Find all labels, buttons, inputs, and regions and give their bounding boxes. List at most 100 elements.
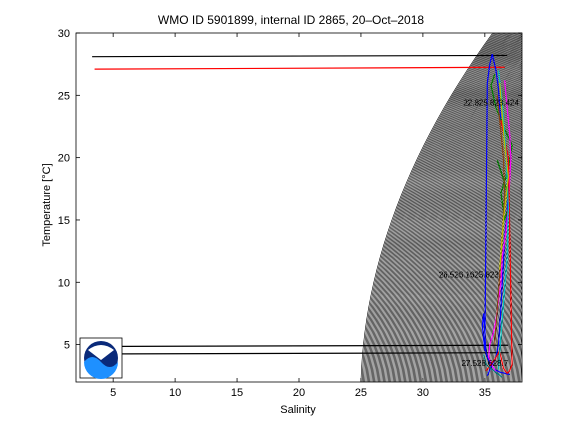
density-isoline <box>432 96 522 382</box>
density-isoline <box>508 277 522 382</box>
density-isoline <box>491 222 522 382</box>
density-isoline <box>434 101 522 382</box>
density-isoline <box>425 84 522 382</box>
density-isoline <box>361 33 495 382</box>
density-isoline <box>366 33 500 382</box>
y-tick-label: 5 <box>64 340 70 352</box>
density-isoline <box>410 61 522 382</box>
density-isoline <box>381 33 515 382</box>
density-isoline <box>438 107 522 382</box>
series-line <box>483 354 503 378</box>
series-line <box>92 344 509 348</box>
density-isoline <box>506 272 522 382</box>
series-line <box>499 82 509 270</box>
density-label: 26.526.1625.823. <box>439 270 501 279</box>
density-isoline <box>436 103 522 382</box>
density-isoline <box>458 144 522 382</box>
density-isoline <box>422 80 522 382</box>
density-isoline <box>464 156 522 382</box>
density-isoline <box>487 209 522 382</box>
series-line <box>497 70 509 370</box>
density-isoline <box>392 36 522 382</box>
density-isoline <box>453 134 522 382</box>
series-line <box>487 80 512 373</box>
density-isoline <box>400 47 522 382</box>
density-isoline <box>382 33 516 382</box>
density-isoline <box>456 139 522 382</box>
density-isoline <box>437 105 522 382</box>
density-isoline <box>374 33 507 382</box>
series-line <box>481 54 510 377</box>
noaa-logo: NOAA <box>79 337 123 379</box>
x-tick-label: 15 <box>231 387 243 399</box>
density-isoline <box>475 181 522 382</box>
density-isoline <box>514 307 522 382</box>
density-isoline <box>465 159 522 382</box>
density-isoline <box>483 199 522 382</box>
plot-area <box>76 33 522 382</box>
x-tick-label: 35 <box>479 387 491 399</box>
density-isoline <box>474 178 522 382</box>
density-isoline <box>441 111 522 382</box>
density-isoline <box>443 116 522 382</box>
density-isoline <box>470 170 522 382</box>
density-isoline <box>423 82 522 382</box>
density-isoline <box>386 33 520 382</box>
density-isoline <box>480 193 522 382</box>
density-isoline <box>375 33 508 382</box>
density-isoline <box>500 249 522 382</box>
logo-wave <box>84 357 118 379</box>
density-isoline <box>377 33 511 382</box>
profile-lines <box>92 54 513 378</box>
y-tick-label: 10 <box>58 277 70 289</box>
y-tick-label: 30 <box>58 28 70 40</box>
density-label: 27.528.628.7 <box>461 359 508 368</box>
density-isoline <box>431 94 522 382</box>
density-isoline <box>391 34 522 382</box>
density-isolines <box>360 33 522 382</box>
density-isoline <box>368 33 501 382</box>
density-labels: 22.825.823.424. 26.526.1625.823. 27.528.62… <box>439 98 521 368</box>
density-isoline <box>404 52 522 382</box>
density-isoline <box>484 202 522 382</box>
density-isoline <box>444 118 522 382</box>
density-isoline <box>426 86 522 382</box>
density-isoline <box>511 294 522 382</box>
density-isoline <box>417 72 522 382</box>
density-isoline <box>415 69 522 382</box>
density-isoline <box>457 141 522 382</box>
density-isoline <box>501 254 522 382</box>
series-line <box>494 95 506 345</box>
axis-ticks: 5 10 15 20 25 30 35 5 10 15 20 25 30 <box>58 28 522 399</box>
density-isoline <box>499 245 522 382</box>
chart-title: WMO ID 5901899, internal ID 2865, 20–Oct… <box>158 13 424 27</box>
density-isoline <box>364 33 497 382</box>
density-isoline <box>448 125 522 382</box>
density-isoline <box>452 132 522 382</box>
x-axis-label: Salinity <box>280 404 316 416</box>
density-isoline <box>493 226 522 382</box>
density-isoline <box>360 33 494 382</box>
density-isoline <box>416 71 522 382</box>
density-isoline <box>446 120 522 382</box>
x-tick-label: 20 <box>293 387 305 399</box>
series-line <box>94 66 505 70</box>
density-isoline <box>460 149 522 382</box>
density-isoline <box>369 33 502 382</box>
density-isoline <box>488 212 522 382</box>
density-isoline <box>387 33 521 382</box>
density-isoline <box>413 67 522 382</box>
x-tick-label: 25 <box>355 387 367 399</box>
density-isoline <box>482 196 522 382</box>
density-isoline <box>370 33 503 382</box>
series-line <box>92 54 508 58</box>
y-tick-label: 25 <box>58 90 70 102</box>
density-isoline <box>503 258 522 382</box>
density-isoline <box>427 88 522 382</box>
density-isoline <box>430 92 522 382</box>
density-isoline <box>498 241 522 382</box>
density-isoline <box>390 33 522 382</box>
series-line <box>92 352 509 355</box>
density-isoline <box>396 41 522 382</box>
